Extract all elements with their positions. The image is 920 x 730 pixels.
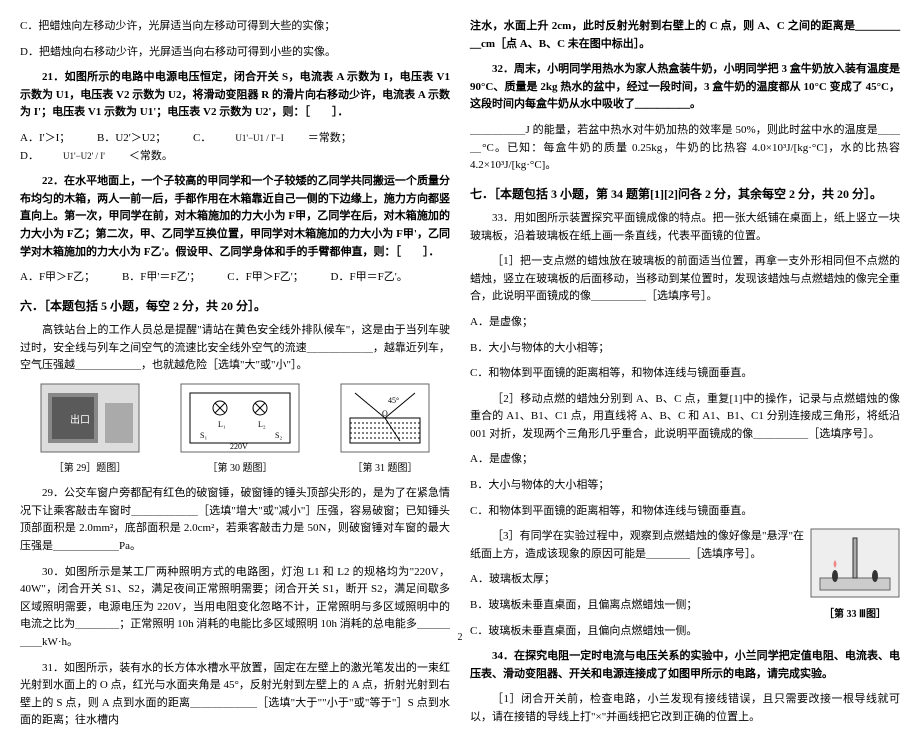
q33-1-text: ［1］把一支点燃的蜡烛放在玻璃板的前面适当位置，再拿一支外形相同但不点燃的蜡烛，… bbox=[470, 253, 900, 306]
svg-text:L₂: L₂ bbox=[258, 420, 266, 429]
figure-row: 出口 ［第 29］题图］ L₁ L₂ S₁ S₂ 220V ［第 30 bbox=[20, 383, 450, 478]
q21-text: 21．如图所示的电路中电源电压恒定，闭合开关 S，电流表 A 示数为 I，电压表… bbox=[20, 69, 450, 122]
q22-text: 22．在水平地面上，一个子较高的甲同学和一个子较矮的乙同学共同搬运一个质量分布均… bbox=[20, 173, 450, 261]
q33-1-opt-a: A．是虚像； bbox=[470, 314, 900, 332]
q33-text: 33．用如图所示装置探究平面镜成像的特点。把一张大纸铺在桌面上，纸上竖立一块玻璃… bbox=[470, 210, 900, 245]
q21-opt-c: C．U1'−U1 / I'−I＝常数； bbox=[193, 130, 376, 148]
q22-opt-d: D．F甲＝F乙'。 bbox=[331, 269, 408, 287]
fig30-svg: L₁ L₂ S₁ S₂ 220V bbox=[180, 383, 300, 453]
fig31-svg: 45° O bbox=[340, 383, 430, 453]
q22-opt-c: C．F甲＞F乙'； bbox=[227, 269, 304, 287]
q30-text: 30．如图所示是某工厂两种照明方式的电路图，灯泡 L1 和 L2 的规格均为"2… bbox=[20, 564, 450, 652]
svg-text:220V: 220V bbox=[230, 442, 248, 451]
q21-opt-a: A．I'＞I； bbox=[20, 130, 70, 148]
q34-1-text: ［1］闭合开关前，检查电路，小兰发现有接线错误，且只需要改接一根导线就可以，请在… bbox=[470, 691, 900, 726]
q21-opt-d: D．U1'−U2' / I'＜常数。 bbox=[20, 148, 197, 166]
q32-text: 32．周末，小明同学用热水为家人热盒装牛奶，小明同学把 3 盒牛奶放入装有温度是… bbox=[470, 61, 900, 114]
svg-text:O: O bbox=[382, 409, 388, 418]
svg-text:S₂: S₂ bbox=[275, 431, 282, 440]
fig33-svg bbox=[810, 528, 900, 598]
figure-31: 45° O ［第 31 题图］ bbox=[340, 383, 430, 478]
option-d: D．把蜡烛向右移动少许，光屏适当向右移动可得到小些的实像。 bbox=[20, 44, 450, 62]
q33-2-opt-a: A．是虚像； bbox=[470, 451, 900, 469]
figure-30: L₁ L₂ S₁ S₂ 220V ［第 30 题图］ bbox=[180, 383, 300, 478]
section-7-title: 七．［本题包括 3 小题，第 34 题第[1][2]问各 2 分，其余每空 2 … bbox=[470, 185, 900, 204]
q22-options: A．F甲＞F乙； B．F甲'＝F乙'； C．F甲＞F乙'； D．F甲＝F乙'。 bbox=[20, 269, 450, 287]
q29-text: 29．公交车窗户旁都配有红色的破窗锤，破窗锤的锤头顶部尖形的，是为了在紧急情况下… bbox=[20, 485, 450, 555]
q31-cont: 注水，水面上升 2cm，此时反射光射到右壁上的 C 点，则 A、C 之间的距离是… bbox=[470, 18, 900, 53]
right-column: 注水，水面上升 2cm，此时反射光射到右壁上的 C 点，则 A、C 之间的距离是… bbox=[470, 18, 900, 632]
q34-text: 34．在探究电阻一定时电流与电压关系的实验中，小兰同学把定值电阻、电流表、电压表… bbox=[470, 648, 900, 683]
q33-2-text: ［2］移动点燃的蜡烛分别到 A、B、C 点，重复[1]中的操作，记录与点燃蜡烛的… bbox=[470, 391, 900, 444]
fig33-caption: ［第 33 Ⅲ图］ bbox=[810, 607, 900, 623]
figure-33: ［第 33 Ⅲ图］ bbox=[810, 528, 900, 623]
fig29-svg: 出口 bbox=[40, 383, 140, 453]
svg-text:S₁: S₁ bbox=[200, 431, 207, 440]
left-column: C．把蜡烛向左移动少许，光屏适当向左移动可得到大些的实像； D．把蜡烛向右移动少… bbox=[20, 18, 450, 632]
fig30-caption: ［第 30 题图］ bbox=[180, 461, 300, 477]
q22-opt-a: A．F甲＞F乙； bbox=[20, 269, 95, 287]
q21-opt-b: B．U2'＞U2； bbox=[97, 130, 166, 148]
svg-text:出口: 出口 bbox=[70, 413, 90, 426]
q33-2-opt-b: B．大小与物体的大小相等； bbox=[470, 477, 900, 495]
svg-text:45°: 45° bbox=[388, 396, 399, 405]
figure-29: 出口 ［第 29］题图］ bbox=[40, 383, 140, 478]
q33-1-opt-c: C．和物体到平面镜的距离相等，和物体连线与镜面垂直。 bbox=[470, 365, 900, 383]
q33-2-opt-c: C．和物体到平面镜的距离相等，和物体连线与镜面垂直。 bbox=[470, 503, 900, 521]
q31-text: 31．如图所示，装有水的长方体水槽水平放置，固定在左壁上的激光笔发出的一束红光射… bbox=[20, 660, 450, 730]
fig29-caption: ［第 29］题图］ bbox=[40, 461, 140, 477]
q21-options: A．I'＞I； B．U2'＞U2； C．U1'−U1 / I'−I＝常数； D．… bbox=[20, 130, 450, 165]
option-c: C．把蜡烛向左移动少许，光屏适当向左移动可得到大些的实像； bbox=[20, 18, 450, 36]
q-train: 高铁站台上的工作人员总是提醒"请站在黄色安全线外排队候车"，这是由于当列车驶过时… bbox=[20, 322, 450, 375]
q33-1-opt-b: B．大小与物体的大小相等； bbox=[470, 340, 900, 358]
page-number: 2 bbox=[458, 630, 463, 646]
svg-text:L₁: L₁ bbox=[218, 420, 226, 429]
fig31-caption: ［第 31 题图］ bbox=[340, 461, 430, 477]
section-6-title: 六．［本题包括 5 小题，每空 2 分，共 20 分］。 bbox=[20, 297, 450, 316]
q33-3-opt-c: C．玻璃板未垂直桌面，且偏向点燃蜡烛一侧。 bbox=[470, 623, 900, 641]
q22-opt-b: B．F甲'＝F乙'； bbox=[122, 269, 201, 287]
q32-text2: ＿＿＿＿＿J 的能量，若盆中热水对牛奶加热的效率是 50%，则此时盆中水的温度是… bbox=[470, 122, 900, 175]
